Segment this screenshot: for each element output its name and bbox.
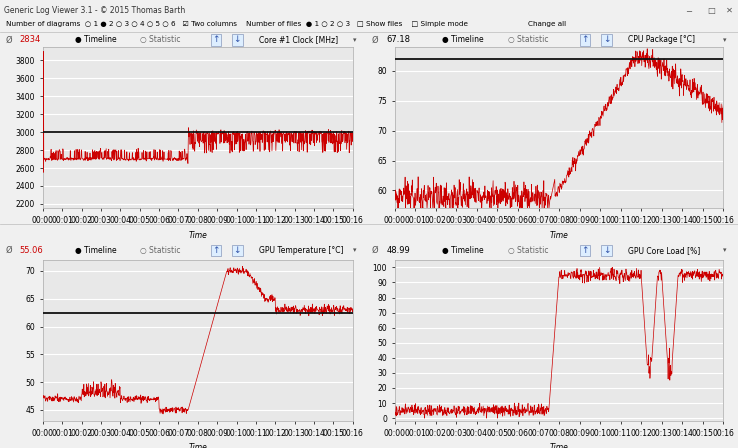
Text: Generic Log Viewer 3.1 - © 2015 Thomas Barth: Generic Log Viewer 3.1 - © 2015 Thomas B… [4,6,185,15]
Text: ✕: ✕ [725,6,732,15]
Text: ▾: ▾ [353,37,356,43]
Text: Ø: Ø [372,246,379,255]
Text: ↑: ↑ [581,246,588,255]
Text: ○ Statistic: ○ Statistic [508,246,548,255]
Text: ● Timeline: ● Timeline [75,35,116,44]
Text: ↑: ↑ [581,35,588,44]
Text: Change all: Change all [528,21,566,27]
Text: ▾: ▾ [723,247,727,254]
X-axis label: Time: Time [188,231,207,240]
Text: Ø: Ø [5,246,12,255]
Text: ↓: ↓ [603,246,610,255]
Text: 67.18: 67.18 [387,35,410,44]
Text: ● Timeline: ● Timeline [75,246,116,255]
Text: Ø: Ø [5,35,12,44]
Text: ● Timeline: ● Timeline [442,246,483,255]
Text: ↓: ↓ [234,246,241,255]
Text: CPU Package [°C]: CPU Package [°C] [628,35,695,44]
Text: ↓: ↓ [603,35,610,44]
Text: ● Timeline: ● Timeline [442,35,483,44]
X-axis label: Time: Time [550,231,568,240]
Text: 48.99: 48.99 [387,246,410,255]
X-axis label: Time: Time [550,444,568,448]
Text: 55.06: 55.06 [20,246,44,255]
Text: Number of diagrams  ○ 1 ● 2 ○ 3 ○ 4 ○ 5 ○ 6   ☑ Two columns    Number of files  : Number of diagrams ○ 1 ● 2 ○ 3 ○ 4 ○ 5 ○… [6,21,468,27]
Text: ○ Statistic: ○ Statistic [139,35,180,44]
Text: 2834: 2834 [20,35,41,44]
Text: Ø: Ø [372,35,379,44]
Text: ↑: ↑ [212,35,219,44]
Text: ▾: ▾ [723,37,727,43]
Text: ○ Statistic: ○ Statistic [508,35,548,44]
Text: □: □ [707,6,715,15]
Text: ─: ─ [686,6,692,15]
Text: Core #1 Clock [MHz]: Core #1 Clock [MHz] [259,35,338,44]
Text: GPU Core Load [%]: GPU Core Load [%] [628,246,700,255]
Text: GPU Temperature [°C]: GPU Temperature [°C] [259,246,343,255]
Text: ↑: ↑ [212,246,219,255]
Text: ▾: ▾ [353,247,356,254]
Text: ○ Statistic: ○ Statistic [139,246,180,255]
X-axis label: Time: Time [188,444,207,448]
Text: ↓: ↓ [234,35,241,44]
